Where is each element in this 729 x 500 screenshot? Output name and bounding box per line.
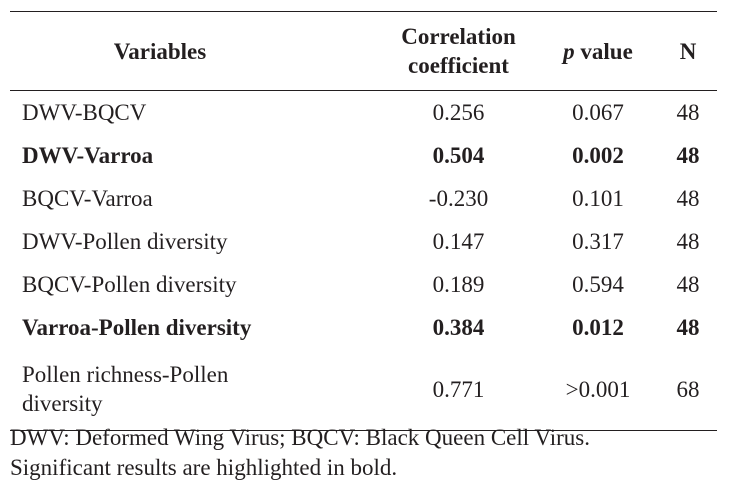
cell-p-value: 0.101 <box>572 185 624 211</box>
cell-p-value: 0.594 <box>572 271 624 297</box>
cell-n: 48 <box>676 99 700 125</box>
cell-n: 48 <box>676 314 700 340</box>
cell-n: 48 <box>676 228 700 254</box>
cell-variable-line1: Pollen richness-Pollen <box>22 362 229 388</box>
table-header: Variables Correlation coefficient p valu… <box>10 11 717 91</box>
cell-p-value: 0.002 <box>572 142 624 168</box>
table-row: DWV-Pollen diversity 0.147 0.317 48 <box>10 220 717 263</box>
table-footnote: DWV: Deformed Wing Virus; BQCV: Black Qu… <box>10 423 725 483</box>
cell-variable: BQCV-Varroa <box>22 185 153 211</box>
cell-correlation: -0.230 <box>428 185 489 211</box>
cell-correlation: 0.189 <box>432 271 485 297</box>
table-row: BQCV-Varroa -0.230 0.101 48 <box>10 177 717 220</box>
header-variables: Variables <box>113 38 207 64</box>
header-p-value: p value <box>537 12 659 91</box>
header-correlation-line1: Correlation <box>401 24 516 49</box>
table-body: DWV-BQCV 0.256 0.067 48 DWV-Varroa 0.504… <box>10 91 717 431</box>
cell-n: 48 <box>676 271 700 297</box>
cell-p-value: >0.001 <box>565 376 631 402</box>
header-row: Variables Correlation coefficient p valu… <box>10 12 717 91</box>
header-p-rest: value <box>574 38 633 64</box>
cell-correlation: 0.147 <box>432 228 485 254</box>
cell-p-value: 0.067 <box>572 99 624 125</box>
header-correlation-line2: coefficient <box>408 53 509 78</box>
cell-correlation: 0.504 <box>432 142 485 168</box>
cell-correlation: 0.771 <box>432 376 485 402</box>
cell-p-value: 0.317 <box>572 228 624 254</box>
cell-correlation: 0.256 <box>432 99 485 125</box>
cell-correlation: 0.384 <box>432 314 485 340</box>
table-row: Pollen richness-Pollen diversity 0.771 >… <box>10 349 717 431</box>
footnote-line2: Significant results are highlighted in b… <box>10 455 398 480</box>
table-row: DWV-Varroa 0.504 0.002 48 <box>10 134 717 177</box>
cell-variable: Varroa-Pollen diversity <box>22 314 252 340</box>
header-n: N <box>679 38 697 64</box>
table-row: BQCV-Pollen diversity 0.189 0.594 48 <box>10 263 717 306</box>
header-p-italic: p <box>563 38 575 64</box>
cell-variable-line2: diversity <box>22 391 103 417</box>
cell-variable: DWV-Varroa <box>22 142 154 168</box>
cell-variable: DWV-Pollen diversity <box>22 228 228 254</box>
footnote-line1: DWV: Deformed Wing Virus; BQCV: Black Qu… <box>10 425 590 450</box>
cell-n: 68 <box>676 376 700 402</box>
cell-p-value: 0.012 <box>572 314 624 340</box>
table-row: Varroa-Pollen diversity 0.384 0.012 48 <box>10 306 717 349</box>
cell-variable: BQCV-Pollen diversity <box>22 271 237 297</box>
cell-variable: DWV-BQCV <box>22 99 147 125</box>
cell-n: 48 <box>676 142 700 168</box>
header-correlation-coefficient: Correlation coefficient <box>380 12 537 91</box>
cell-variable: Pollen richness-Pollen diversity <box>10 349 380 431</box>
table-row: DWV-BQCV 0.256 0.067 48 <box>10 91 717 134</box>
cell-n: 48 <box>676 185 700 211</box>
correlation-table: Variables Correlation coefficient p valu… <box>10 11 717 431</box>
